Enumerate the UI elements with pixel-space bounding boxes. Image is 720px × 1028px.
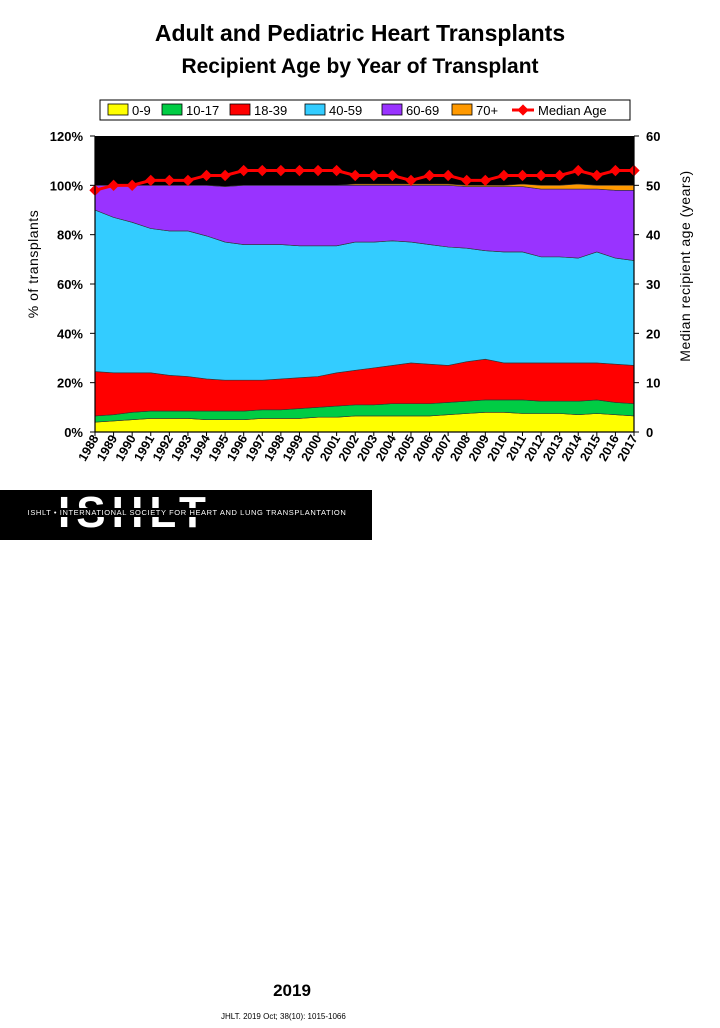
chart: 0-9 10-17 18-39 40-59 60-69 70+ Median Age 0% 2…	[25, 99, 693, 464]
y-axis-right-title: Median recipient age (years)	[677, 170, 693, 361]
y-tick-label-left: 0%	[64, 425, 83, 440]
y-tick-label-right: 0	[646, 425, 653, 440]
publication-year: 2019	[273, 981, 311, 1000]
legend-label: 0-9	[132, 103, 151, 118]
legend-swatch-40-59	[304, 103, 326, 116]
y-tick-label-right: 20	[646, 326, 660, 341]
logo-tagline: ISHLT • INTERNATIONAL SOCIETY FOR HEART …	[6, 508, 368, 517]
median-age-point	[312, 164, 324, 177]
chart-subtitle: Recipient Age by Year of Transplant	[181, 55, 539, 78]
legend-swatch-60-69	[381, 103, 403, 116]
ishlt-logo: ISHLT ISHLT • INTERNATIONAL SOCIETY FOR …	[0, 488, 372, 1028]
legend: 0-9 10-17 18-39 40-59 60-69 70+ Median Age	[99, 99, 631, 121]
citation: JHLT. 2019 Oct; 38(10): 1015-1066	[221, 1012, 346, 1021]
y-tick-label-left: 120%	[50, 129, 84, 144]
median-age-point	[609, 164, 622, 177]
median-age-point	[386, 169, 399, 182]
y-axis-left-title: % of transplants	[25, 210, 41, 318]
median-age-point	[572, 164, 584, 177]
legend-swatch-0-9	[107, 103, 129, 116]
median-age-point	[423, 169, 436, 182]
median-age-point	[405, 174, 417, 187]
median-age-point	[182, 174, 194, 187]
legend-swatch-18-39	[229, 103, 251, 116]
median-age-point	[238, 164, 250, 177]
median-age-point	[479, 174, 491, 187]
median-age-point	[461, 174, 473, 187]
y-tick-label-left: 60%	[57, 277, 83, 292]
chart-title: Adult and Pediatric Heart Transplants	[154, 20, 566, 46]
y-tick-label-right: 60	[646, 129, 660, 144]
median-age-point	[553, 169, 566, 182]
median-age-point	[219, 169, 231, 182]
plot-area	[89, 136, 640, 433]
y-tick-label-right: 50	[646, 178, 660, 193]
median-age-point	[163, 174, 176, 187]
y-tick-label-right: 30	[646, 277, 660, 292]
legend-label: 40-59	[329, 103, 362, 118]
median-age-point	[516, 169, 529, 182]
median-age-point	[256, 164, 268, 177]
x-tick-label: 2017	[615, 432, 641, 463]
median-age-point	[368, 169, 380, 182]
median-age-point	[349, 169, 361, 182]
median-age-point	[442, 169, 454, 182]
legend-swatch-10-17	[161, 103, 183, 116]
publication-box: 2019 JHLT. 2019 Oct; 38(10): 1015-1066	[217, 981, 367, 1028]
legend-label: Median Age	[538, 103, 607, 118]
y-tick-label-left: 40%	[57, 326, 83, 341]
median-age-point	[535, 169, 547, 182]
legend-label: 60-69	[406, 103, 439, 118]
legend-label: 70+	[476, 103, 498, 118]
median-age-point	[126, 179, 138, 191]
median-age-point	[498, 169, 510, 182]
median-age-point	[275, 164, 287, 177]
median-age-point	[330, 164, 343, 177]
y-tick-label-right: 40	[646, 228, 660, 243]
median-age-point	[591, 169, 603, 182]
median-age-point	[145, 174, 157, 187]
median-age-point	[200, 169, 213, 182]
legend-label: 10-17	[186, 103, 219, 118]
y-tick-label-right: 10	[646, 376, 660, 391]
median-age-point	[293, 164, 306, 177]
y-tick-label-left: 80%	[57, 228, 83, 243]
legend-swatch-70-	[451, 103, 473, 116]
legend-label: 18-39	[254, 103, 287, 118]
y-tick-label-left: 20%	[57, 376, 83, 391]
y-tick-label-left: 100%	[50, 178, 84, 193]
